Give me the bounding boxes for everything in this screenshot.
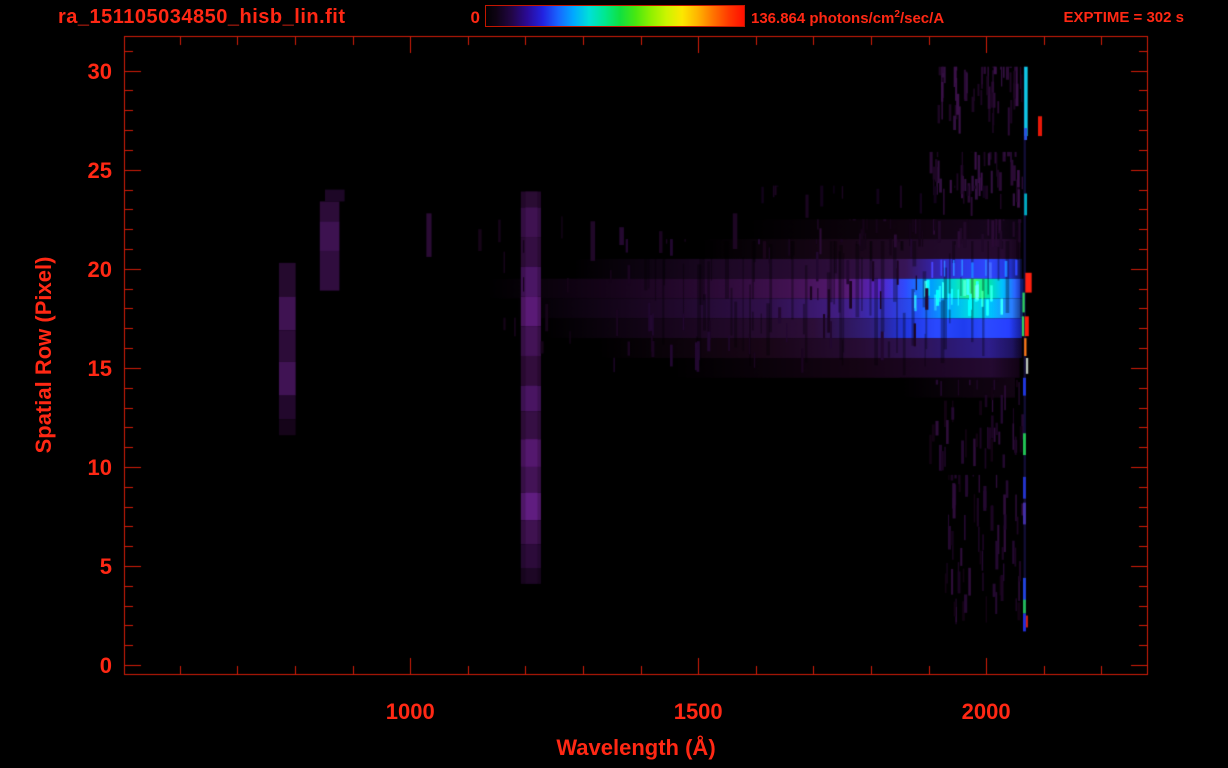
y-tick-label: 15 (87, 355, 112, 381)
x-tick-label: 1500 (673, 699, 723, 724)
y-tick-label: 5 (99, 554, 112, 580)
colorbar-min-label: 0 (470, 8, 480, 27)
y-tick-label: 30 (87, 58, 112, 84)
colorbar-units-superscript: 2 (894, 9, 900, 20)
x-axis-title: Wavelength (Å) (556, 735, 716, 760)
colorbar-max-value: 136.864 photons/cm (751, 10, 895, 27)
colorbar-max-label: 136.864 photons/cm2/sec/A (751, 9, 944, 27)
y-tick-label: 10 (87, 454, 112, 480)
y-tick-label: 25 (87, 157, 112, 183)
x-tick-label: 1000 (385, 699, 435, 724)
y-tick-label: 0 (99, 653, 112, 679)
colorbar (485, 5, 745, 27)
file-title: ra_151105034850_hisb_lin.fit (58, 6, 346, 28)
exptime-label: EXPTIME = 302 s (1063, 9, 1184, 26)
colorbar-units-suffix: /sec/A (899, 10, 945, 27)
y-tick-label: 20 (87, 256, 112, 282)
x-tick-label: 2000 (961, 699, 1011, 724)
